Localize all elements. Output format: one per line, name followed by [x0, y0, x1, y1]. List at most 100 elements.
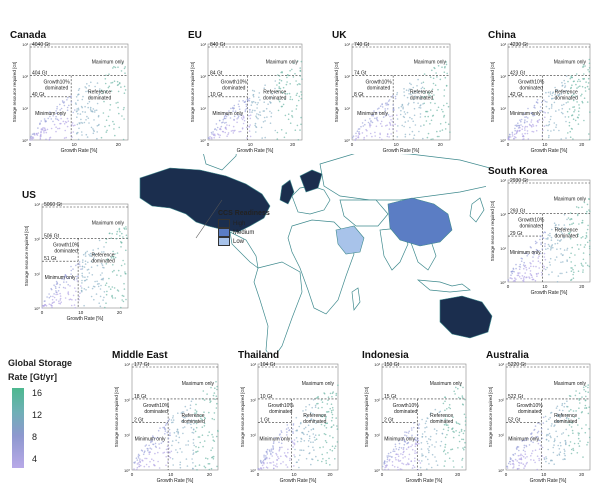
scatter-point: [101, 92, 104, 95]
scatter-point: [113, 269, 115, 272]
scatter-point: [577, 86, 580, 88]
scatter-point: [411, 444, 413, 446]
scatter-point: [314, 404, 317, 407]
scatter-point: [403, 116, 406, 119]
scatter-point: [543, 256, 546, 258]
x-tick-label: 0: [131, 472, 134, 477]
scatter-point: [317, 407, 320, 409]
scatter-point: [44, 129, 47, 131]
scatter-point: [442, 450, 445, 453]
scatter-point: [123, 67, 126, 70]
scatter-point: [41, 307, 43, 309]
scatter-point: [189, 407, 192, 410]
scatter-point: [43, 132, 45, 134]
scatter-point: [320, 399, 323, 401]
scatter-point: [282, 86, 285, 89]
scatter-point: [355, 135, 357, 137]
scatter-point: [78, 127, 80, 130]
scatter-point: [418, 442, 420, 445]
scatter-point: [31, 133, 34, 135]
scatter-point: [409, 126, 411, 129]
scatter-point: [404, 434, 406, 436]
scatter-point: [121, 299, 123, 301]
scatter-point: [84, 111, 86, 113]
scatter-point: [522, 264, 525, 266]
scatter-point: [317, 395, 319, 398]
scatter-point: [518, 449, 520, 452]
scatter-point: [509, 458, 512, 460]
scatter-point: [539, 106, 542, 108]
scatter-point: [365, 128, 367, 131]
scatter-point: [526, 130, 529, 132]
scatter-point: [416, 443, 419, 445]
scatter-point: [168, 434, 171, 436]
scatter-point: [300, 123, 302, 126]
scatter-point: [447, 452, 449, 454]
scatter-point: [411, 467, 414, 469]
scatter-point: [402, 106, 404, 108]
colorbar-tick-12: 12: [32, 410, 43, 420]
scatter-point: [179, 463, 181, 466]
scatter-point: [516, 460, 518, 462]
scatter-point: [65, 121, 68, 124]
scatter-point: [78, 263, 81, 265]
scatter-point: [81, 98, 84, 101]
scatter-point: [547, 91, 550, 94]
scatter-point: [81, 282, 83, 284]
scatter-point: [59, 299, 61, 301]
scatter-point: [137, 457, 140, 459]
scatter-point: [206, 393, 208, 395]
plot-frame: [257, 363, 339, 471]
scatter-point: [84, 255, 87, 257]
scatter-point: [78, 93, 80, 96]
scatter-point: [410, 460, 412, 463]
scatter-point: [42, 130, 45, 132]
scatter-point: [257, 113, 260, 116]
scatter-point: [56, 281, 58, 284]
scatter-point: [281, 92, 284, 94]
scatter-point: [115, 237, 118, 240]
scatter-point: [56, 118, 59, 121]
scatter-point: [181, 411, 184, 413]
scatter-point: [259, 99, 261, 101]
scatter-point: [374, 135, 376, 137]
scatter-point: [520, 277, 522, 280]
scatter-point: [436, 464, 439, 466]
scatter-point: [400, 109, 402, 112]
scatter-point: [203, 465, 206, 468]
scatter-point: [384, 108, 386, 110]
scatter-point: [535, 273, 538, 275]
scatter-point: [281, 105, 283, 108]
scatter-point: [121, 115, 123, 117]
scatter-point: [440, 440, 443, 443]
scatter-point: [584, 399, 587, 402]
scatter-point: [539, 252, 542, 255]
scatter-point: [108, 232, 111, 235]
scatter-point: [446, 433, 448, 436]
scatter-point: [520, 453, 522, 456]
scatter-point: [516, 130, 518, 133]
low-value-label: 40 Gt: [32, 92, 45, 98]
scatter-point: [391, 128, 394, 130]
scatter-point: [582, 78, 585, 80]
scatter-point: [157, 460, 159, 463]
scatter-point: [158, 447, 161, 449]
scatter-point: [407, 436, 410, 439]
scatter-point: [165, 455, 167, 458]
scatter-point: [276, 458, 278, 461]
scatter-point: [462, 432, 465, 435]
scatter-point: [526, 255, 528, 257]
scatter-point: [209, 399, 211, 401]
scatter-point: [117, 66, 119, 68]
scatter-point: [303, 427, 305, 430]
scatter-point: [59, 292, 61, 295]
scatter-point: [369, 118, 371, 120]
scatter-point: [384, 115, 387, 117]
scatter-point: [93, 111, 96, 113]
scatter-point: [120, 246, 122, 248]
scatter-point: [396, 92, 399, 94]
scatter-point: [397, 455, 400, 458]
scatter-point: [331, 416, 334, 419]
y-axis-label: Storage resource required [Gt]: [490, 62, 495, 123]
scatter-point: [545, 420, 548, 423]
